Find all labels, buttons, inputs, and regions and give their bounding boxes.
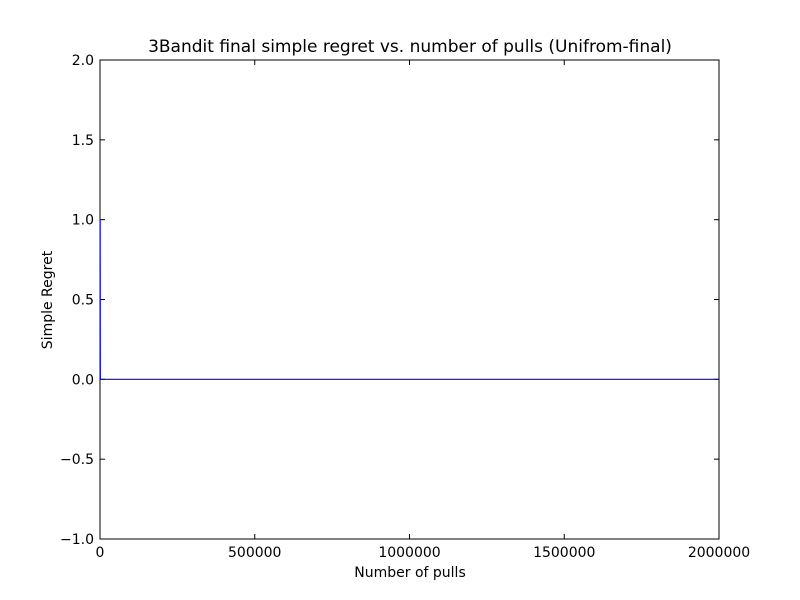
y-axis-label: Simple Regret — [40, 250, 56, 349]
chart-title: 3Bandit final simple regret vs. number o… — [148, 37, 672, 57]
y-tick-label: 0.0 — [72, 372, 94, 388]
x-tick-label: 0 — [96, 545, 105, 561]
y-tick-label: 1.5 — [72, 133, 94, 149]
y-tick-label: 0.5 — [72, 293, 94, 309]
series-lines — [99, 219, 719, 380]
y-tick-label: −1.0 — [60, 532, 94, 548]
x-tick-label: 1000000 — [378, 545, 440, 561]
axis-ticks: 0 500000 1000000 1500000 2000000 −1.0 −0.5 0.0 0… — [60, 53, 750, 561]
series-line — [99, 219, 719, 380]
y-tick-label: −0.5 — [60, 452, 94, 468]
plot-area — [99, 59, 720, 540]
x-tick-label: 2000000 — [688, 545, 750, 561]
x-tick-label: 1500000 — [533, 545, 595, 561]
x-tick-label: 500000 — [228, 545, 281, 561]
x-axis-label: Number of pulls — [354, 565, 465, 581]
y-tick-label: 2.0 — [72, 53, 94, 69]
y-tick-label: 1.0 — [72, 213, 94, 229]
